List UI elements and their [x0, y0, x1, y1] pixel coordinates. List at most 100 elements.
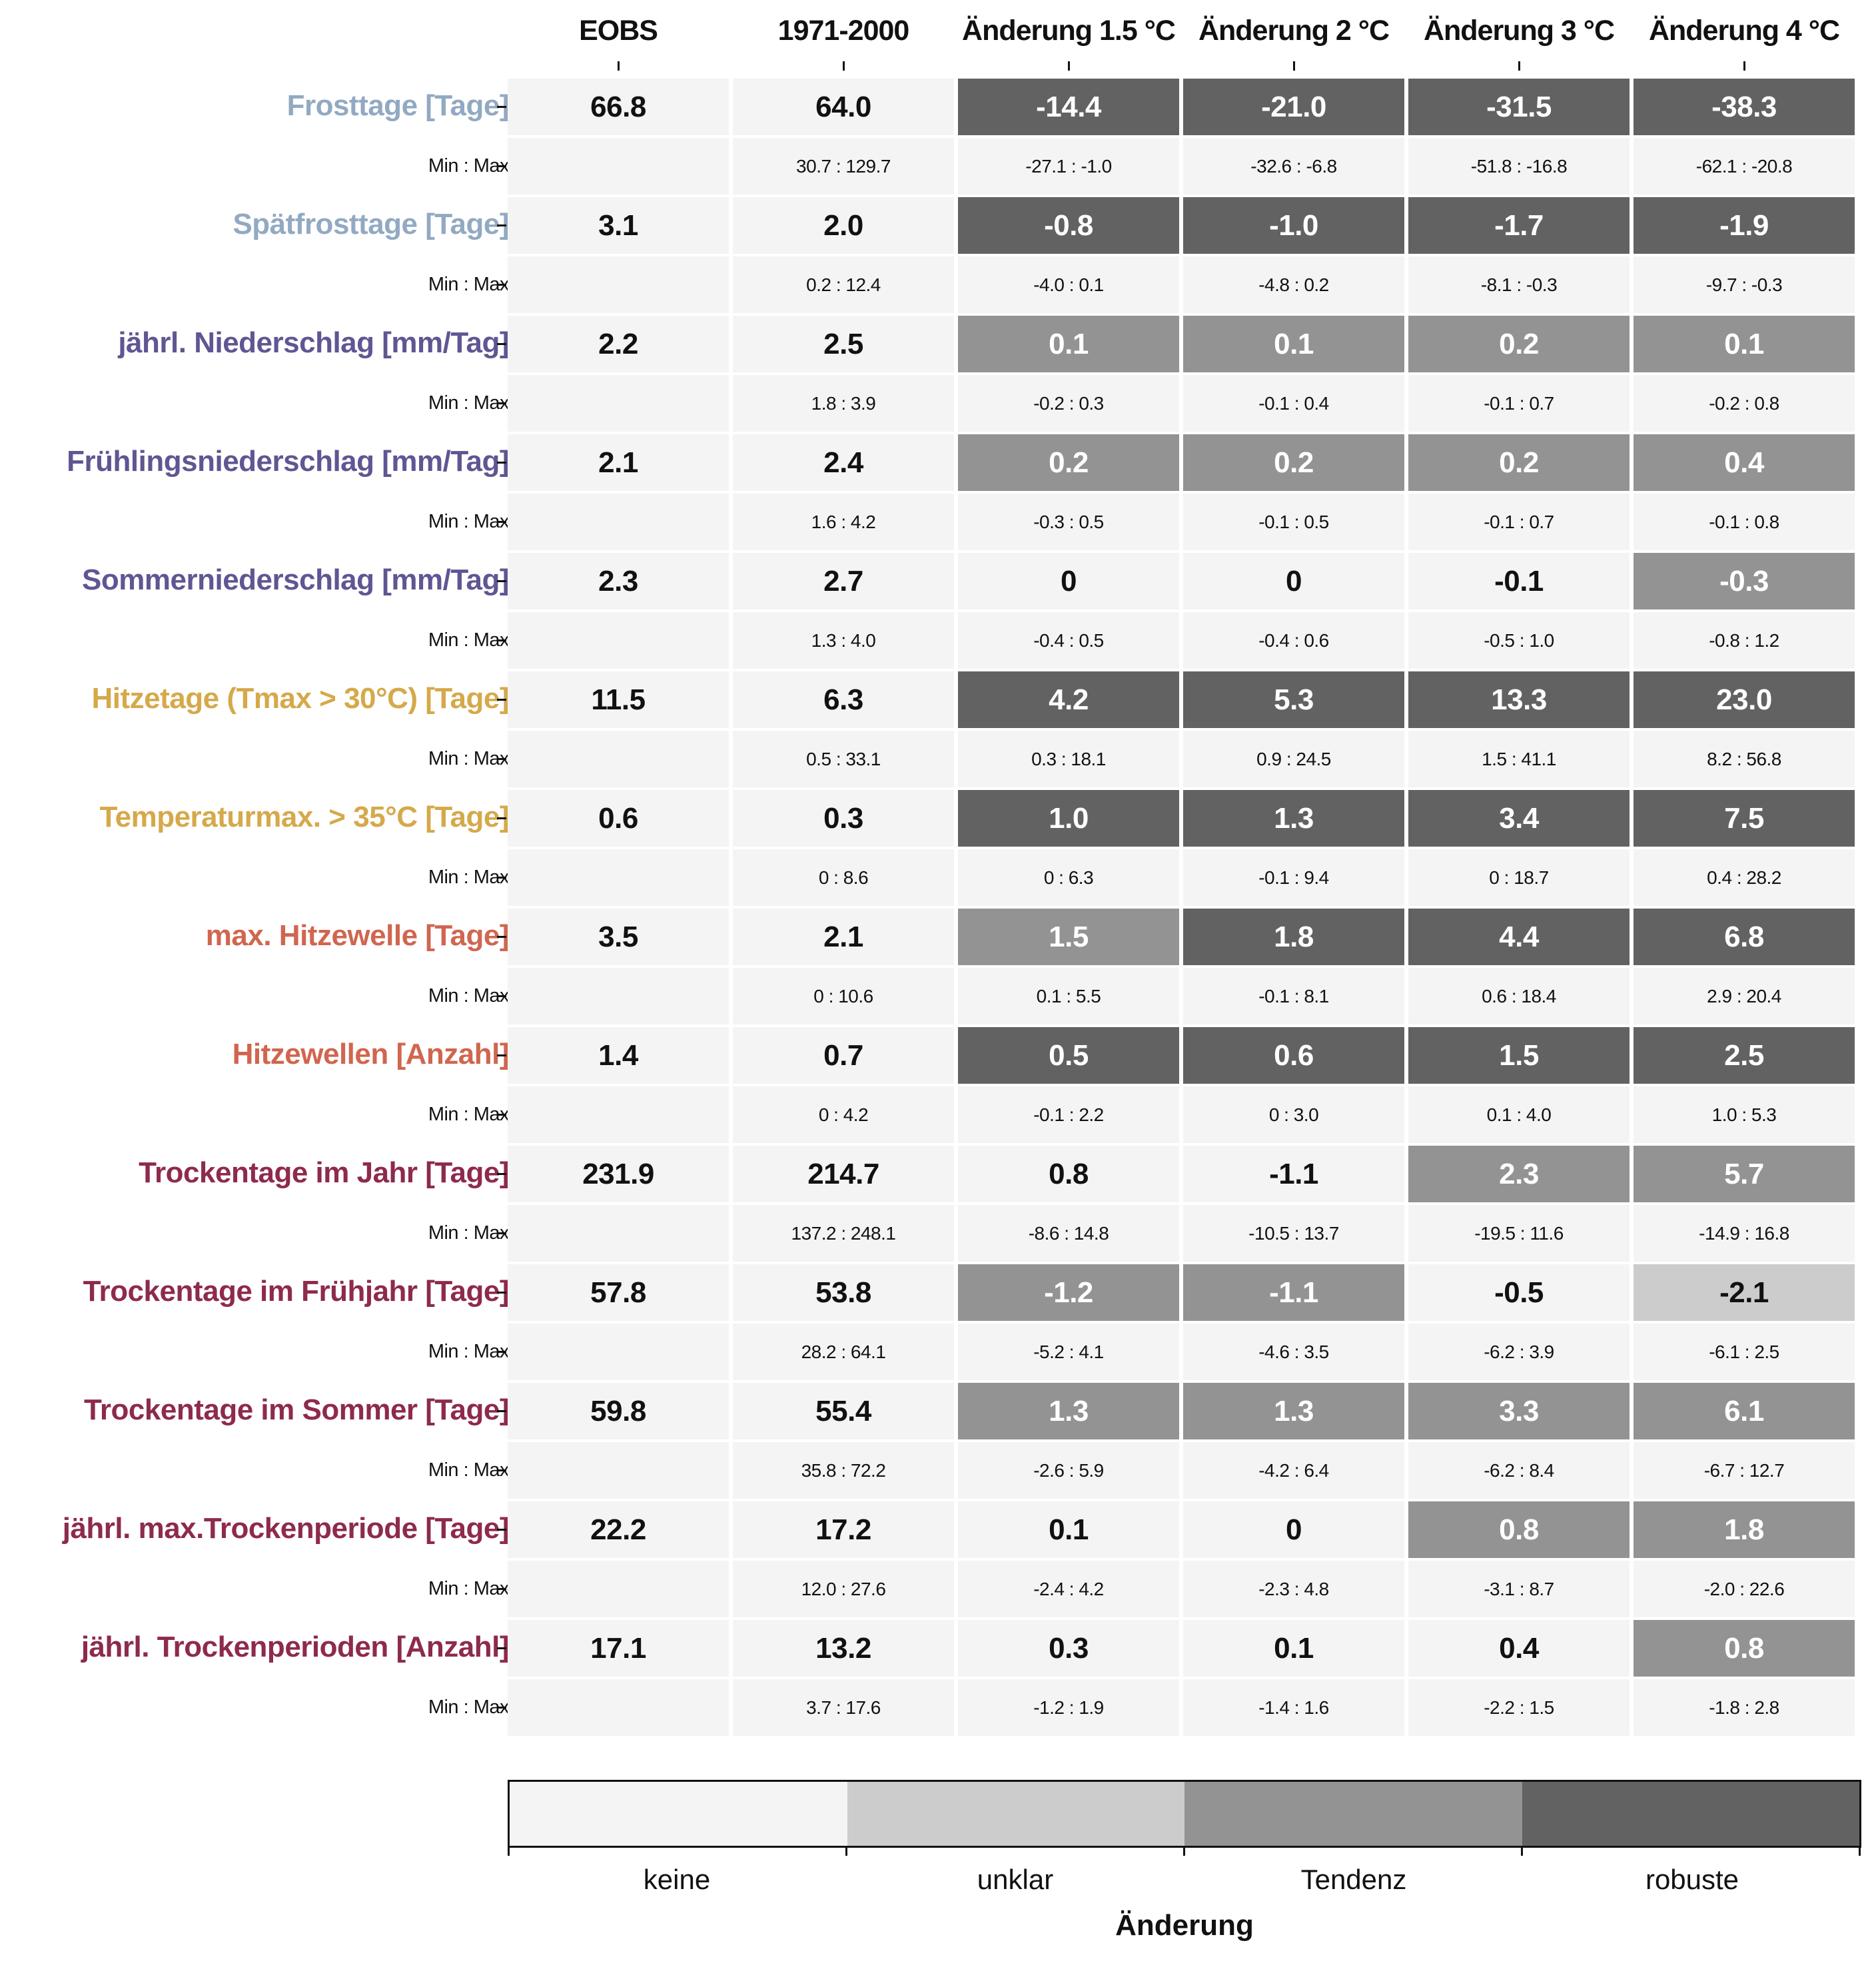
value-cell: 0.4	[1634, 434, 1855, 491]
value-cell: 1.8	[1183, 909, 1404, 965]
column-header: Änderung 3 °C	[1423, 15, 1615, 47]
value-cell: -0.3	[1634, 553, 1855, 609]
row-label: Trockentage im Frühjahr [Tage]	[83, 1275, 510, 1308]
row-label: Frosttage [Tage]	[286, 89, 510, 122]
value-cell: 0.8	[958, 1146, 1179, 1202]
range-cell: -51.8 : -16.8	[1408, 138, 1630, 195]
range-cell	[508, 1442, 729, 1499]
value-cell: 53.8	[733, 1264, 954, 1321]
value-cell: 2.0	[733, 197, 954, 254]
range-cell: -0.1 : 0.7	[1408, 494, 1630, 550]
value-cell: 5.3	[1183, 671, 1404, 728]
range-cell	[508, 612, 729, 669]
value-cell: 0.4	[1408, 1620, 1630, 1677]
value-cell: 64.0	[733, 79, 954, 135]
value-cell: 13.3	[1408, 671, 1630, 728]
legend-tick	[508, 1846, 510, 1856]
y-tick	[497, 817, 506, 819]
range-cell: -1.4 : 1.6	[1183, 1679, 1404, 1736]
range-cell: -2.6 : 5.9	[958, 1442, 1179, 1499]
row-sublabel: Min : Max	[428, 1222, 510, 1244]
range-cell	[508, 849, 729, 906]
legend-label: keine	[643, 1864, 711, 1895]
y-tick	[497, 283, 506, 286]
value-cell: 0.1	[1634, 316, 1855, 372]
row-sublabel: Min : Max	[428, 274, 510, 295]
row-label: Temperaturmax. > 35°C [Tage]	[99, 801, 509, 833]
range-cell: 35.8 : 72.2	[733, 1442, 954, 1499]
range-cell	[508, 494, 729, 550]
y-tick	[497, 165, 506, 167]
range-cell: 0.4 : 28.2	[1634, 849, 1855, 906]
value-cell: -1.1	[1183, 1146, 1404, 1202]
row-label: Frühlingsniederschlag [mm/Tag]	[67, 445, 509, 478]
value-cell: 1.8	[1634, 1501, 1855, 1558]
range-cell	[508, 731, 729, 787]
y-tick	[497, 580, 506, 582]
range-cell: -4.8 : 0.2	[1183, 256, 1404, 313]
x-tick	[1743, 61, 1745, 71]
value-cell: -1.7	[1408, 197, 1630, 254]
range-cell	[508, 375, 729, 432]
range-cell: -19.5 : 11.6	[1408, 1205, 1630, 1262]
value-cell: 1.5	[958, 909, 1179, 965]
y-tick	[497, 1113, 506, 1116]
legend-tick	[1183, 1846, 1185, 1856]
row-sublabel: Min : Max	[428, 867, 510, 888]
value-cell: 1.4	[508, 1027, 729, 1084]
y-tick	[497, 639, 506, 641]
range-cell: 0 : 8.6	[733, 849, 954, 906]
value-cell: 7.5	[1634, 790, 1855, 847]
range-cell: -6.1 : 2.5	[1634, 1324, 1855, 1380]
range-cell: -0.1 : 0.7	[1408, 375, 1630, 432]
value-cell: 5.7	[1634, 1146, 1855, 1202]
value-cell: 13.2	[733, 1620, 954, 1677]
range-cell: 0.5 : 33.1	[733, 731, 954, 787]
row-sublabel: Min : Max	[428, 1459, 510, 1481]
value-cell: 57.8	[508, 1264, 729, 1321]
range-cell	[508, 1679, 729, 1736]
y-tick	[497, 1054, 506, 1056]
y-tick	[497, 1172, 506, 1175]
legend-swatch-tendenz	[1184, 1782, 1522, 1846]
range-cell: -2.4 : 4.2	[958, 1561, 1179, 1617]
x-tick	[1068, 61, 1070, 71]
value-cell: 4.2	[958, 671, 1179, 728]
value-cell: 17.1	[508, 1620, 729, 1677]
legend-label: Tendenz	[1300, 1864, 1407, 1895]
value-cell: 0.2	[1408, 434, 1630, 491]
value-cell: 17.2	[733, 1501, 954, 1558]
value-cell: 2.1	[733, 909, 954, 965]
value-cell: 0.6	[508, 790, 729, 847]
y-tick	[497, 1469, 506, 1471]
value-cell: 0.2	[1183, 434, 1404, 491]
range-cell: 1.6 : 4.2	[733, 494, 954, 550]
column-header: Änderung 4 °C	[1648, 15, 1840, 47]
value-cell: 1.3	[1183, 790, 1404, 847]
value-cell: -1.9	[1634, 197, 1855, 254]
value-cell: 2.2	[508, 316, 729, 372]
value-cell: 2.1	[508, 434, 729, 491]
row-label: Spätfrosttage [Tage]	[233, 208, 509, 240]
range-cell: -0.1 : 9.4	[1183, 849, 1404, 906]
row-sublabel: Min : Max	[428, 985, 510, 1006]
y-tick	[497, 1528, 506, 1531]
y-tick	[497, 402, 506, 404]
value-cell: 66.8	[508, 79, 729, 135]
row-label: Hitzewellen [Anzahl]	[232, 1038, 510, 1070]
value-cell: 0.7	[733, 1027, 954, 1084]
range-cell: -0.1 : 0.4	[1183, 375, 1404, 432]
range-cell: 0.9 : 24.5	[1183, 731, 1404, 787]
value-cell: 22.2	[508, 1501, 729, 1558]
range-cell: -0.1 : 0.8	[1634, 494, 1855, 550]
value-cell: 3.1	[508, 197, 729, 254]
range-cell: 0.1 : 5.5	[958, 968, 1179, 1024]
range-cell: 0 : 10.6	[733, 968, 954, 1024]
range-cell: -9.7 : -0.3	[1634, 256, 1855, 313]
value-cell: 0.3	[733, 790, 954, 847]
value-cell: 0.1	[1183, 316, 1404, 372]
value-cell: 4.4	[1408, 909, 1630, 965]
range-cell: -0.2 : 0.8	[1634, 375, 1855, 432]
range-cell: 0.1 : 4.0	[1408, 1086, 1630, 1143]
value-cell: 2.4	[733, 434, 954, 491]
